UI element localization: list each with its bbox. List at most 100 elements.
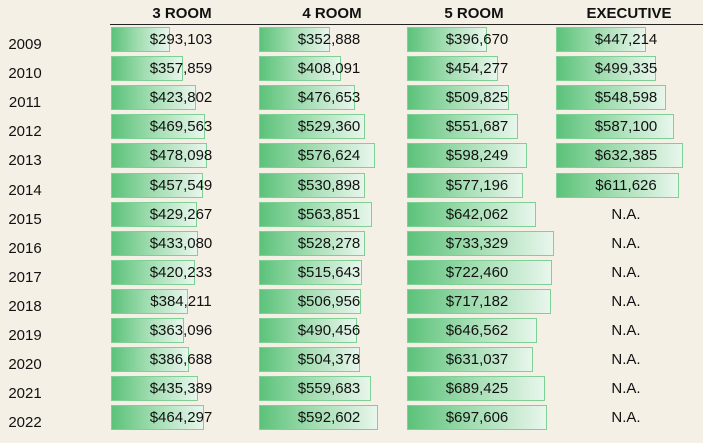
na-label: N.A. bbox=[611, 351, 641, 369]
na-label: N.A. bbox=[611, 292, 641, 310]
bar bbox=[259, 201, 372, 227]
bar bbox=[259, 85, 355, 111]
bar bbox=[259, 27, 330, 52]
value-label: $717,182 bbox=[445, 292, 509, 310]
na-label: N.A. bbox=[611, 380, 641, 398]
bar bbox=[111, 288, 188, 314]
na-label: N.A. bbox=[611, 409, 641, 427]
year-label: 2021 bbox=[8, 385, 42, 403]
column-header: EXECUTIVE bbox=[586, 5, 672, 22]
value-label: $293,103 bbox=[149, 31, 213, 48]
bar bbox=[407, 27, 487, 52]
column-header: 5 ROOM bbox=[444, 5, 504, 22]
bar bbox=[111, 318, 184, 343]
value-label: $504,378 bbox=[297, 351, 361, 369]
value-label: $697,606 bbox=[445, 409, 509, 427]
value-label: $386,688 bbox=[149, 351, 213, 369]
value-label: $551,687 bbox=[445, 118, 509, 136]
value-label: $587,100 bbox=[594, 118, 658, 136]
value-label: $646,562 bbox=[445, 322, 509, 339]
bar bbox=[111, 259, 195, 285]
value-label: $464,297 bbox=[149, 409, 213, 427]
year-label: 2016 bbox=[8, 239, 42, 257]
bar bbox=[111, 56, 183, 82]
value-label: $631,037 bbox=[445, 351, 509, 369]
value-label: $733,329 bbox=[445, 234, 509, 252]
na-label: N.A. bbox=[611, 234, 641, 252]
bar bbox=[407, 230, 554, 256]
year-label: 2018 bbox=[8, 297, 42, 315]
bar bbox=[111, 376, 198, 402]
bar bbox=[407, 347, 533, 373]
value-label: $420,233 bbox=[149, 263, 213, 281]
bar bbox=[259, 288, 361, 314]
column-header: 4 ROOM bbox=[302, 5, 362, 22]
na-label: N.A. bbox=[611, 205, 641, 223]
value-label: $447,214 bbox=[594, 31, 658, 48]
value-label: $476,653 bbox=[297, 89, 361, 107]
bar bbox=[259, 347, 360, 373]
year-label: 2014 bbox=[8, 181, 42, 199]
na-label: N.A. bbox=[611, 322, 641, 339]
value-label: $577,196 bbox=[445, 176, 509, 194]
value-label: $506,956 bbox=[297, 292, 361, 310]
year-label: 2013 bbox=[8, 152, 42, 170]
value-label: $611,626 bbox=[595, 176, 657, 194]
value-label: $509,825 bbox=[445, 89, 509, 107]
value-label: $592,602 bbox=[297, 409, 361, 427]
bar bbox=[556, 143, 683, 169]
bar bbox=[407, 201, 536, 227]
bar bbox=[407, 318, 537, 343]
value-label: $530,898 bbox=[297, 176, 361, 194]
value-label: $396,670 bbox=[445, 31, 509, 48]
value-label: $598,249 bbox=[445, 147, 509, 165]
bar bbox=[111, 27, 170, 52]
bar bbox=[111, 347, 189, 373]
year-label: 2015 bbox=[8, 210, 42, 228]
value-label: $433,080 bbox=[149, 234, 213, 252]
header-rule bbox=[110, 24, 703, 25]
bar bbox=[556, 114, 674, 140]
year-label: 2010 bbox=[8, 65, 42, 83]
bar bbox=[407, 56, 498, 82]
value-label: $384,211 bbox=[150, 292, 212, 310]
value-label: $454,277 bbox=[445, 60, 509, 78]
value-label: $689,425 bbox=[445, 380, 509, 398]
year-label: 2017 bbox=[8, 268, 42, 286]
value-label: $363,096 bbox=[149, 322, 213, 339]
bar bbox=[407, 114, 518, 140]
bar bbox=[556, 85, 666, 111]
value-label: $457,549 bbox=[149, 176, 213, 194]
column-header: 3 ROOM bbox=[152, 5, 212, 22]
na-label: N.A. bbox=[611, 263, 641, 281]
bar bbox=[259, 318, 357, 343]
year-label: 2009 bbox=[8, 36, 42, 53]
bar bbox=[259, 172, 365, 198]
value-label: $642,062 bbox=[445, 205, 509, 223]
value-label: $490,456 bbox=[297, 322, 361, 339]
year-label: 2020 bbox=[8, 356, 42, 374]
value-label: $515,643 bbox=[297, 263, 361, 281]
bar bbox=[111, 405, 204, 431]
bar bbox=[259, 143, 375, 169]
value-label: $722,460 bbox=[445, 263, 509, 281]
bar bbox=[407, 259, 552, 285]
bar bbox=[556, 27, 646, 52]
value-label: $429,267 bbox=[149, 205, 213, 223]
value-label: $499,335 bbox=[594, 60, 658, 78]
bar bbox=[259, 259, 362, 285]
year-label: 2012 bbox=[8, 123, 42, 141]
value-label: $632,385 bbox=[594, 147, 658, 165]
year-label: 2022 bbox=[8, 414, 42, 432]
bar bbox=[556, 56, 656, 82]
value-label: $563,851 bbox=[297, 205, 361, 223]
bar bbox=[111, 85, 196, 111]
bar bbox=[407, 172, 523, 198]
value-label: $576,624 bbox=[297, 147, 361, 165]
bar bbox=[259, 376, 371, 402]
bar bbox=[407, 143, 527, 169]
value-label: $528,278 bbox=[297, 234, 361, 252]
value-label: $469,563 bbox=[149, 118, 213, 136]
value-label: $529,360 bbox=[297, 118, 361, 136]
